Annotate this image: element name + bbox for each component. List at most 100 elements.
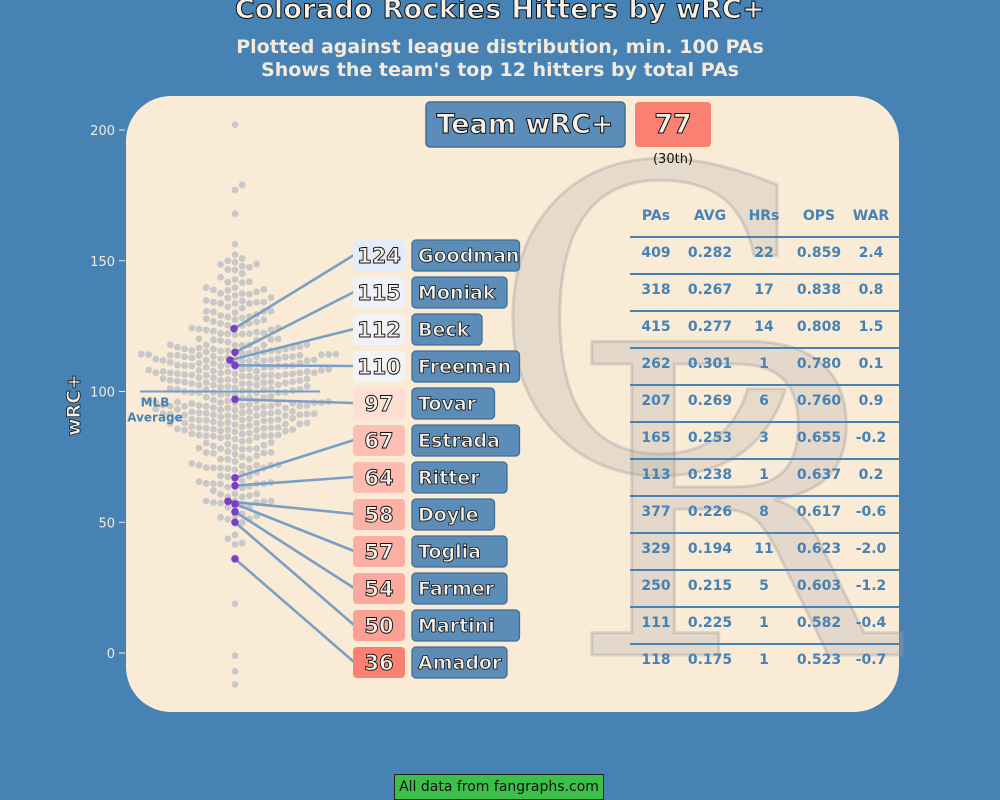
- league-dot: [202, 307, 210, 315]
- stat-hrs: 1: [759, 467, 769, 483]
- stat-war: 0.2: [859, 467, 884, 483]
- table-header-war: WAR: [853, 208, 890, 224]
- league-dot: [210, 442, 217, 450]
- league-dot: [174, 370, 181, 377]
- league-dot: [195, 359, 203, 367]
- league-dot: [224, 516, 232, 523]
- team-value-box: [635, 102, 711, 147]
- league-dot: [195, 367, 203, 374]
- player-dot: [231, 555, 239, 563]
- league-dot: [202, 449, 210, 456]
- connector-line: [234, 364, 355, 368]
- team-rank: (30th): [653, 152, 693, 167]
- league-dot: [246, 422, 253, 430]
- league-dot: [246, 320, 253, 328]
- league-dot: [253, 318, 260, 326]
- stat-ops: 0.655: [797, 430, 841, 446]
- stat-hrs: 14: [754, 319, 774, 335]
- league-dot: [289, 370, 296, 378]
- league-dot: [202, 402, 210, 410]
- league-dot: [267, 307, 275, 315]
- wrc-value-box: [353, 314, 405, 345]
- league-dot: [246, 429, 253, 437]
- league-dot: [210, 308, 217, 316]
- wrc-value-box: [353, 351, 405, 382]
- league-dot: [296, 343, 304, 351]
- league-dot: [303, 402, 311, 409]
- league-dot: [202, 393, 210, 401]
- league-dot: [217, 480, 225, 488]
- stat-ops: 0.838: [797, 282, 841, 298]
- stat-ops: 0.808: [797, 319, 841, 335]
- league-dot: [231, 490, 239, 498]
- league-dot: [174, 406, 181, 413]
- player-row: 58 Doyle 377 0.226 8 0.617 -0.6: [224, 495, 899, 531]
- league-dot: [246, 290, 253, 298]
- league-dot: [246, 278, 253, 286]
- league-dot: [224, 257, 232, 265]
- league-dot: [224, 266, 232, 273]
- league-swarm: [138, 121, 340, 688]
- league-dot: [296, 369, 304, 377]
- connector-line: [234, 475, 355, 487]
- player-row: 110 Freeman 262 0.301 1 0.780 0.1: [231, 347, 899, 383]
- league-dot: [253, 381, 260, 389]
- player-row: 50 Martini 111 0.225 1 0.582 -0.4: [231, 518, 899, 642]
- league-dot: [238, 409, 246, 417]
- league-dot: [224, 347, 232, 355]
- stat-war: 2.4: [859, 245, 884, 261]
- wrc-value-box: [353, 610, 405, 641]
- league-dot: [210, 336, 217, 344]
- league-dot: [253, 404, 260, 412]
- league-dot: [188, 408, 196, 416]
- player-name: Estrada: [418, 430, 500, 452]
- team-label: Team wRC+: [436, 109, 613, 140]
- league-dot: [231, 377, 239, 385]
- stat-hrs: 5: [759, 578, 769, 594]
- league-dot: [210, 352, 217, 360]
- league-dot: [253, 374, 260, 382]
- player-row: 97 Tovar 207 0.269 6 0.760 0.9: [231, 384, 899, 420]
- league-dot: [260, 371, 268, 379]
- league-dot: [217, 261, 225, 268]
- league-dot: [267, 432, 275, 439]
- league-dot: [274, 424, 282, 431]
- league-dot: [246, 372, 253, 380]
- league-dot: [210, 345, 217, 353]
- league-dot: [202, 439, 210, 447]
- stat-pas: 329: [641, 541, 670, 557]
- league-dot: [224, 321, 232, 329]
- league-dot: [202, 326, 210, 334]
- league-dot: [217, 434, 225, 442]
- league-dot: [224, 404, 232, 412]
- league-dot: [253, 346, 260, 354]
- logo-watermark: CR: [488, 80, 906, 759]
- league-dot: [253, 426, 260, 434]
- wrc-value-box: [353, 536, 405, 567]
- league-dot: [260, 441, 268, 449]
- league-dot: [267, 336, 275, 343]
- league-dot: [202, 464, 210, 471]
- league-dot: [188, 430, 196, 438]
- wrc-value-box: [353, 499, 405, 530]
- league-dot: [325, 365, 332, 373]
- stat-avg: 0.282: [688, 245, 732, 261]
- league-dot: [238, 477, 246, 485]
- league-dot: [267, 424, 275, 432]
- league-dot: [267, 371, 275, 379]
- league-dot: [246, 464, 253, 472]
- chart-subtitle-2: Shows the team's top 12 hitters by total…: [261, 59, 739, 81]
- league-dot: [210, 418, 217, 426]
- chart-panel: [126, 96, 899, 712]
- league-dot: [231, 121, 239, 129]
- league-dot: [238, 437, 246, 445]
- league-dot: [152, 405, 160, 413]
- league-dot: [224, 383, 232, 391]
- league-dot: [231, 186, 239, 194]
- league-dot: [303, 382, 311, 390]
- stat-ops: 0.760: [797, 393, 842, 409]
- league-dot: [224, 535, 232, 543]
- player-dot: [231, 395, 239, 404]
- y-tick-label: 0: [107, 647, 115, 662]
- wrc-value: 64: [364, 466, 393, 490]
